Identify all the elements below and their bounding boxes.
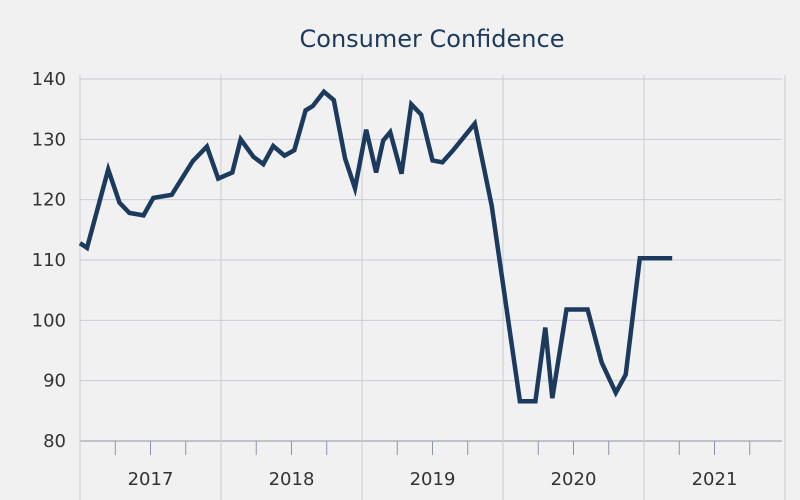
- chart-title: Consumer Confidence: [300, 25, 565, 53]
- x-tick-label: 2017: [128, 469, 174, 490]
- y-tick-label: 140: [32, 69, 66, 90]
- y-tick-label: 110: [32, 250, 66, 271]
- x-tick-label: 2019: [410, 469, 456, 490]
- y-tick-label: 130: [32, 129, 66, 150]
- y-tick-label: 120: [32, 190, 66, 211]
- series-line: [78, 88, 673, 404]
- x-tick-label: 2020: [551, 469, 597, 490]
- y-tick-label: 100: [32, 310, 66, 331]
- y-tick-label: 90: [43, 371, 66, 392]
- x-tick-label: 2021: [692, 469, 738, 490]
- series-layer: [78, 88, 673, 404]
- x-tick-label: 2018: [269, 469, 315, 490]
- grid: [79, 75, 786, 500]
- y-tick-label: 80: [43, 431, 66, 452]
- axes: 80 90 100 110 120 130 140 2017 2018 2019 2020 2021: [32, 69, 751, 490]
